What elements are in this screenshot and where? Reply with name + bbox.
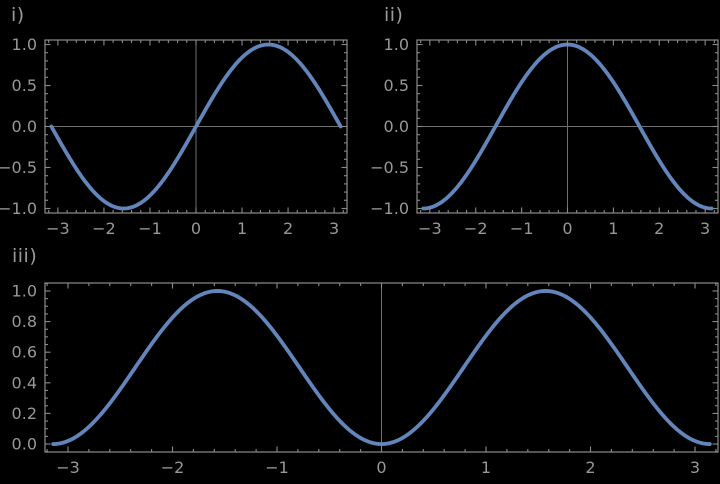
y-tick-label: 0.0 [12,435,37,454]
y-tick-label: 0.2 [12,404,37,423]
x-tick-label: 1 [481,458,491,477]
x-tick-label: 2 [585,458,595,477]
x-tick-label: 2 [654,219,664,238]
x-tick-label: 3 [329,219,339,238]
plot-panel-iii: −3 −2 −1 0 1 2 3 0.0 0.2 0.4 0.6 0.8 1.0 [12,281,719,477]
panel-label-i: i) [11,4,25,26]
x-tick-label: −3 [56,458,80,477]
y-tick-label: 0.8 [12,312,37,331]
y-tick-label: −1.0 [370,199,409,218]
panel-label-iii: iii) [12,245,38,267]
y-tick-label: 0.5 [12,76,37,95]
y-tick-label: −1.0 [0,199,37,218]
x-tick-label: −3 [46,219,70,238]
y-tick-label: −0.5 [0,158,37,177]
y-tick-label: 0.5 [384,76,409,95]
x-tick-label: 0 [376,458,386,477]
y-tick-label: 0.6 [12,343,37,362]
x-tick-label: 2 [283,219,293,238]
y-tick-label: 1.0 [12,35,37,54]
plot-panel-i: −3 −2 −1 0 1 2 3 −1.0 −0.5 0.0 0.5 1.0 [0,35,348,238]
y-tick-label: 1.0 [12,281,37,300]
curve-iii [51,289,712,446]
panel-label-ii: ii) [384,4,404,26]
x-tick-label: −3 [418,219,442,238]
x-tick-label: 3 [690,458,700,477]
x-tick-label: −1 [265,458,289,477]
curve-i [49,42,343,211]
x-tick-label: 1 [237,219,247,238]
x-tick-label: −2 [161,458,185,477]
y-tick-label: 1.0 [384,35,409,54]
y-tick-label: −0.5 [370,158,409,177]
x-tick-label: 0 [191,219,201,238]
x-tick-label: 1 [608,219,618,238]
x-tick-label: −2 [92,219,116,238]
x-tick-label: −1 [138,219,162,238]
plot-panel-ii: −3 −2 −1 0 1 2 3 −1.0 −0.5 0.0 0.5 1.0 [370,35,719,238]
y-tick-label: 0.0 [12,117,37,136]
x-tick-label: −2 [464,219,488,238]
x-tick-label: −1 [510,219,534,238]
x-tick-label: 0 [562,219,572,238]
y-tick-label: 0.4 [12,373,37,392]
y-tick-label: 0.0 [384,117,409,136]
x-tick-label: 3 [700,219,710,238]
